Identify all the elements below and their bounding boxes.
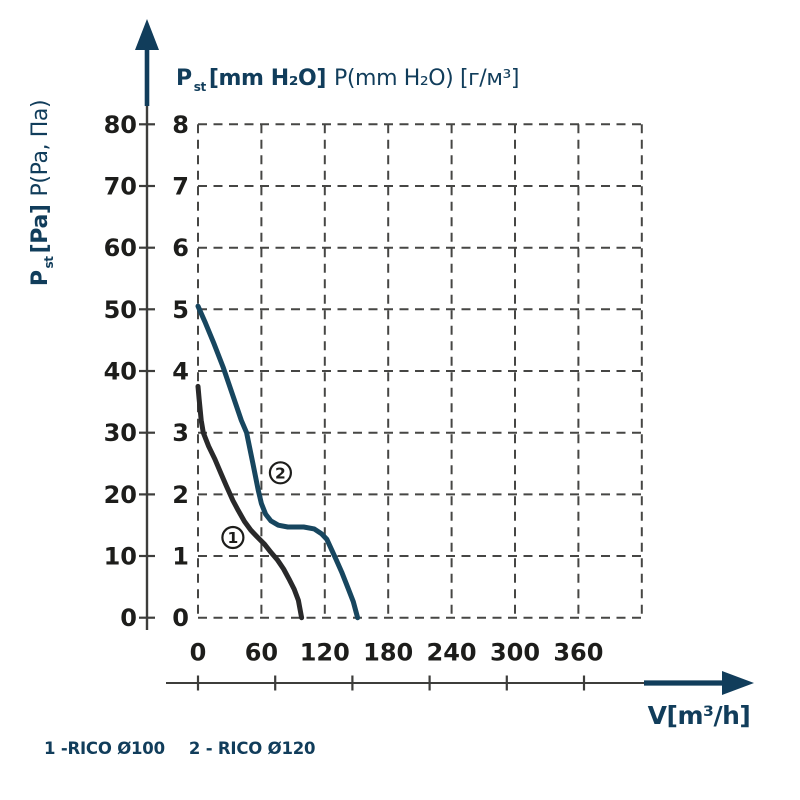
y-tick-label-mmh2o: 6 [172, 234, 189, 262]
legend: 1 -RICO Ø100 2 - RICO Ø120 [44, 739, 315, 758]
x-tick-label: 240 [427, 639, 477, 667]
curve-rico-120 [195, 303, 361, 621]
y-tick-label-mmh2o: 7 [172, 173, 189, 201]
x-tick-label: 300 [490, 639, 540, 667]
x-axis-arrow-icon [722, 671, 754, 695]
y-axis-arrow-icon [135, 19, 159, 50]
pressure-unit-pa-cyrillic: P(Pa, Па) [28, 99, 53, 197]
x-tick-label: 360 [553, 639, 603, 667]
x-tick-label: 120 [300, 639, 350, 667]
y-tick-label-mmh2o: 8 [172, 111, 189, 139]
y-tick-label-pa: 40 [104, 358, 137, 386]
curve-rico-100 [195, 383, 305, 621]
legend-item-rico-120: 2 - RICO Ø120 [188, 739, 316, 758]
pressure-unit-mmh2o-cyrillic: P(mm H₂O) [г/м³] [334, 66, 520, 91]
y-tick-label-pa: 80 [104, 111, 137, 139]
pressure-unit-mmh2o: [mm H₂O] [208, 66, 327, 91]
pressure-symbol: P [28, 270, 53, 287]
y-tick-label-mmh2o: 1 [172, 543, 189, 571]
y-tick-label-pa: 10 [104, 543, 137, 571]
x-tick-label: 60 [245, 639, 278, 667]
curve-marker-label-1: 1 [228, 529, 239, 547]
y-tick-label-pa: 20 [104, 481, 137, 509]
x-tick-label: 180 [363, 639, 413, 667]
x-tick-label: 0 [190, 639, 207, 667]
pressure-symbol-subscript: st [193, 80, 206, 94]
y-tick-label-mmh2o: 3 [172, 419, 189, 447]
y-tick-label-pa: 60 [104, 234, 137, 262]
y-tick-label-pa: 50 [104, 296, 137, 324]
y-tick-label-mmh2o: 0 [172, 604, 189, 632]
y-tick-label-mmh2o: 4 [172, 358, 189, 386]
pressure-symbol-subscript: st [42, 256, 56, 269]
pressure-axis-title-pa: Pst [Pa] P(Pa, Па) [28, 28, 58, 358]
y-tick-label-mmh2o: 5 [172, 296, 189, 324]
pressure-unit-pa: [Pa] [28, 204, 53, 254]
legend-item-rico-100: 1 -RICO Ø100 [44, 739, 165, 758]
flow-axis-title: V[m³/h] [647, 701, 751, 730]
y-tick-label-pa: 30 [104, 419, 137, 447]
pressure-symbol: P [176, 66, 192, 91]
y-tick-label-mmh2o: 2 [172, 481, 189, 509]
curve-marker-circle-1 [221, 525, 245, 550]
curve-marker-label-2: 2 [275, 464, 286, 482]
y-tick-label-pa: 70 [104, 173, 137, 201]
y-tick-label-pa: 0 [120, 604, 137, 632]
curve-marker-circle-2 [268, 461, 292, 485]
